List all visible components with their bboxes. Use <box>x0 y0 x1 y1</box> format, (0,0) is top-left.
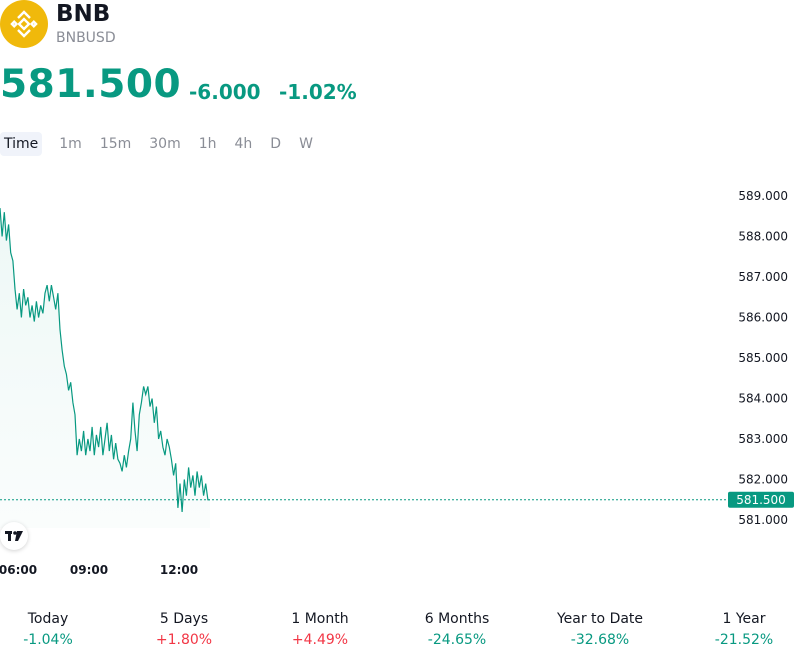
perf-label: 1 Month <box>291 611 349 627</box>
perf-value: -24.65% <box>427 632 487 648</box>
x-tick-label: 09:00 <box>70 563 108 577</box>
y-tick-label: 582.000 <box>738 473 788 487</box>
perf-6-months[interactable]: 6 Months -24.65% <box>397 610 517 649</box>
performance-bar: Today -1.04% 5 Days +1.80% 1 Month +4.49… <box>0 610 800 650</box>
bnb-logo-icon <box>10 10 38 38</box>
timeframe-tabs: Time 1m 15m 30m 1h 4h D W <box>0 132 322 156</box>
perf-value: +4.49% <box>291 632 349 648</box>
tradingview-logo[interactable] <box>0 522 28 550</box>
perf-label: 1 Year <box>722 611 766 627</box>
y-tick-label: 581.000 <box>738 513 788 527</box>
perf-label: Year to Date <box>556 611 644 627</box>
perf-value: +1.80% <box>155 632 213 648</box>
last-price-label: 581.500 <box>736 493 786 507</box>
price-change-percent: -1.02% <box>279 80 357 104</box>
perf-value: -1.04% <box>23 632 73 648</box>
series-line <box>0 208 210 512</box>
price-chart[interactable]: 589.000 588.000 587.000 586.000 585.000 584.0… <box>0 0 800 600</box>
perf-5-days[interactable]: 5 Days +1.80% <box>124 610 244 649</box>
x-tick-label: 06:00 <box>0 563 37 577</box>
series-area <box>0 208 210 528</box>
tab-4h[interactable]: 4h <box>234 136 253 152</box>
y-tick-label: 585.000 <box>738 351 788 365</box>
perf-label: 6 Months <box>424 611 490 627</box>
perf-today[interactable]: Today -1.04% <box>0 610 108 649</box>
tab-d[interactable]: D <box>270 136 282 152</box>
x-tick-label: 12:00 <box>160 563 198 577</box>
x-axis: 06:00 09:00 12:00 <box>0 563 198 577</box>
perf-value: -21.52% <box>714 632 774 648</box>
y-axis: 589.000 588.000 587.000 586.000 585.000 584.0… <box>738 189 788 527</box>
y-tick-label: 584.000 <box>738 392 788 406</box>
tradingview-icon <box>5 531 23 541</box>
y-tick-label: 583.000 <box>738 432 788 446</box>
last-price: 581.500 <box>0 62 182 107</box>
perf-1-year[interactable]: 1 Year -21.52% <box>684 610 800 649</box>
tab-1h[interactable]: 1h <box>198 136 217 152</box>
perf-value: -32.68% <box>570 632 630 648</box>
perf-1-month[interactable]: 1 Month +4.49% <box>260 610 380 649</box>
perf-year-to-date[interactable]: Year to Date -32.68% <box>540 610 660 649</box>
tab-w[interactable]: W <box>299 136 313 152</box>
y-tick-label: 589.000 <box>738 189 788 203</box>
perf-label: Today <box>27 611 69 627</box>
perf-label: 5 Days <box>159 611 209 627</box>
y-tick-label: 587.000 <box>738 270 788 284</box>
tab-1m[interactable]: 1m <box>59 136 82 152</box>
y-tick-label: 588.000 <box>738 230 788 244</box>
tab-15m[interactable]: 15m <box>99 136 132 152</box>
symbol-name: BNB <box>56 1 111 27</box>
bnb-logo <box>0 0 48 48</box>
y-tick-label: 586.000 <box>738 311 788 325</box>
tab-30m[interactable]: 30m <box>149 136 181 152</box>
tab-time[interactable]: Time <box>0 132 43 156</box>
price-change: -6.000 <box>189 80 261 104</box>
ticker-name: BNBUSD <box>56 30 116 46</box>
last-price-label-bg <box>728 491 794 508</box>
